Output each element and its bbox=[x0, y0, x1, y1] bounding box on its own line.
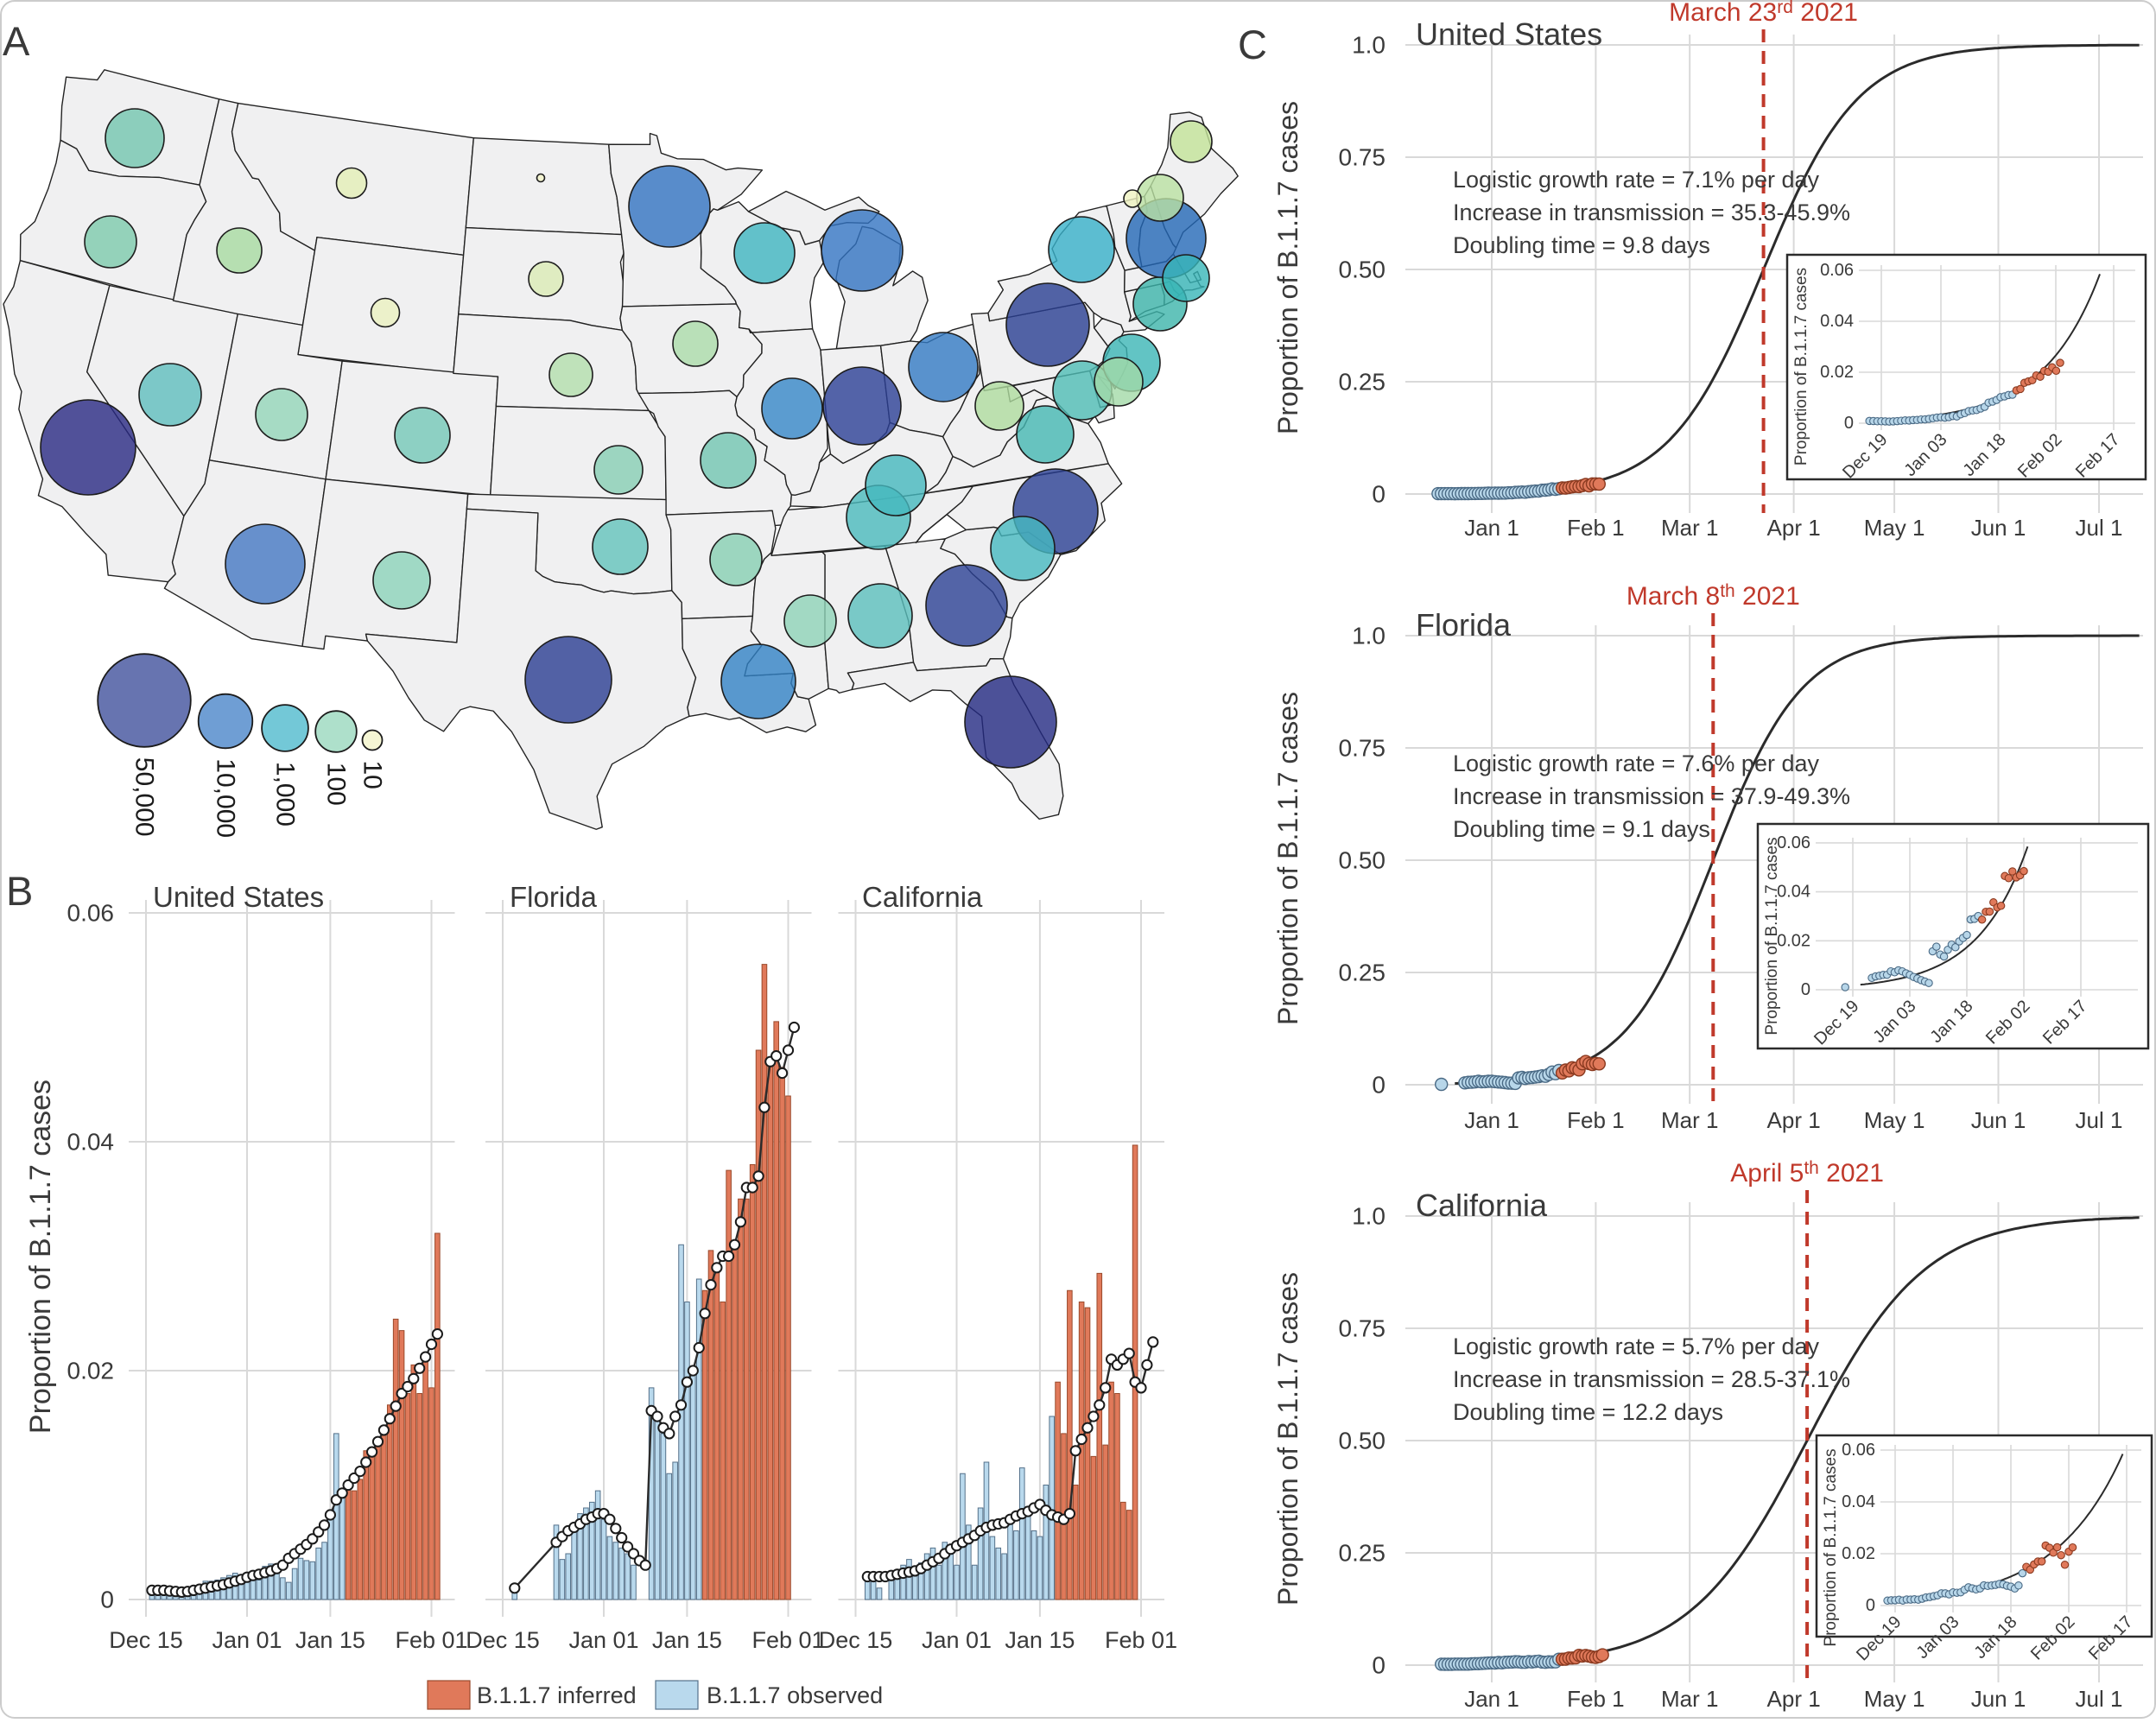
svg-text:Mar 1: Mar 1 bbox=[1661, 1686, 1718, 1712]
svg-text:1.0: 1.0 bbox=[1352, 32, 1386, 59]
svg-text:Jan 15: Jan 15 bbox=[1005, 1627, 1075, 1653]
svg-text:Proportion of B.1.1.7 cases: Proportion of B.1.1.7 cases bbox=[1792, 268, 1810, 466]
svg-text:0.02: 0.02 bbox=[1842, 1544, 1875, 1563]
svg-text:Mar 1: Mar 1 bbox=[1661, 515, 1718, 541]
svg-text:0.06: 0.06 bbox=[1842, 1441, 1875, 1460]
svg-text:Increase in transmission = 35.: Increase in transmission = 35.3-45.9% bbox=[1453, 200, 1850, 225]
svg-text:0.25: 0.25 bbox=[1339, 1540, 1386, 1567]
svg-text:0.75: 0.75 bbox=[1339, 735, 1386, 762]
svg-text:0: 0 bbox=[1801, 980, 1810, 999]
svg-text:Jan 1: Jan 1 bbox=[1464, 1107, 1519, 1133]
svg-text:Feb 1: Feb 1 bbox=[1567, 515, 1625, 541]
svg-text:Jan 15: Jan 15 bbox=[652, 1627, 722, 1653]
svg-text:Apr 1: Apr 1 bbox=[1767, 515, 1821, 541]
svg-text:Increase in transmission = 28.: Increase in transmission = 28.5-37.1% bbox=[1453, 1366, 1850, 1392]
svg-text:Feb 1: Feb 1 bbox=[1567, 1686, 1625, 1712]
svg-text:0.04: 0.04 bbox=[1842, 1492, 1875, 1511]
svg-text:10: 10 bbox=[358, 761, 387, 789]
svg-text:Jun 1: Jun 1 bbox=[1971, 1686, 2026, 1712]
svg-text:0.50: 0.50 bbox=[1339, 1428, 1386, 1454]
svg-text:Jan 1: Jan 1 bbox=[1464, 1686, 1519, 1712]
svg-text:California: California bbox=[1416, 1188, 1548, 1223]
svg-text:0.50: 0.50 bbox=[1339, 847, 1386, 874]
svg-text:0.25: 0.25 bbox=[1339, 960, 1386, 986]
svg-text:0: 0 bbox=[1844, 414, 1854, 433]
svg-text:Jan 01: Jan 01 bbox=[568, 1627, 638, 1653]
svg-text:Jul 1: Jul 1 bbox=[2076, 1107, 2123, 1133]
svg-text:Proportion of B.1.1.7 cases: Proportion of B.1.1.7 cases bbox=[1822, 1448, 1840, 1646]
svg-text:Logistic growth rate = 7.6% pe: Logistic growth rate = 7.6% per day bbox=[1453, 751, 1819, 776]
svg-text:Apr 1: Apr 1 bbox=[1767, 1107, 1821, 1133]
svg-text:Jul 1: Jul 1 bbox=[2076, 1686, 2123, 1712]
svg-text:0.06: 0.06 bbox=[1777, 833, 1810, 852]
svg-text:A: A bbox=[3, 18, 30, 64]
svg-text:0.75: 0.75 bbox=[1339, 144, 1386, 171]
svg-text:Jun 1: Jun 1 bbox=[1971, 515, 2026, 541]
svg-text:Feb 01: Feb 01 bbox=[1105, 1627, 1177, 1653]
svg-text:0.02: 0.02 bbox=[1777, 931, 1810, 950]
svg-text:0: 0 bbox=[100, 1587, 114, 1613]
svg-text:Dec 15: Dec 15 bbox=[819, 1627, 893, 1653]
svg-text:Apr 1: Apr 1 bbox=[1767, 1686, 1821, 1712]
svg-text:100: 100 bbox=[322, 763, 351, 806]
svg-text:0.02: 0.02 bbox=[1820, 363, 1854, 382]
svg-text:1,000: 1,000 bbox=[271, 762, 300, 827]
svg-text:C: C bbox=[1238, 22, 1267, 67]
svg-text:Jul 1: Jul 1 bbox=[2076, 515, 2123, 541]
svg-text:March 8th 2021: March 8th 2021 bbox=[1627, 581, 1800, 611]
svg-text:10,000: 10,000 bbox=[212, 758, 240, 838]
svg-text:Increase in transmission = 37.: Increase in transmission = 37.9-49.3% bbox=[1453, 783, 1850, 809]
svg-text:April 5th 2021: April 5th 2021 bbox=[1730, 1158, 1884, 1188]
svg-text:0.04: 0.04 bbox=[67, 1129, 115, 1156]
svg-text:Dec 15: Dec 15 bbox=[109, 1627, 183, 1653]
svg-text:0.75: 0.75 bbox=[1339, 1315, 1386, 1342]
svg-text:B.1.1.7 observed: B.1.1.7 observed bbox=[707, 1682, 883, 1708]
svg-text:Doubling time = 9.8 days: Doubling time = 9.8 days bbox=[1453, 232, 1710, 258]
svg-text:May 1: May 1 bbox=[1864, 1686, 1925, 1712]
svg-text:Logistic growth rate = 5.7% pe: Logistic growth rate = 5.7% per day bbox=[1453, 1333, 1819, 1359]
svg-text:50,000: 50,000 bbox=[130, 757, 159, 837]
svg-text:May 1: May 1 bbox=[1864, 515, 1925, 541]
svg-text:Proportion of B.1.1.7 cases: Proportion of B.1.1.7 cases bbox=[1763, 837, 1781, 1035]
svg-text:May 1: May 1 bbox=[1864, 1107, 1925, 1133]
svg-text:Jan 01: Jan 01 bbox=[212, 1627, 282, 1653]
svg-text:Proportion of B.1.1.7 cases: Proportion of B.1.1.7 cases bbox=[1272, 1272, 1303, 1606]
svg-text:0.04: 0.04 bbox=[1820, 312, 1854, 331]
svg-text:0: 0 bbox=[1372, 1072, 1386, 1099]
svg-text:Doubling time = 9.1 days: Doubling time = 9.1 days bbox=[1453, 816, 1710, 842]
svg-text:1.0: 1.0 bbox=[1352, 1203, 1386, 1230]
svg-text:Jan 15: Jan 15 bbox=[295, 1627, 365, 1653]
svg-text:Feb 01: Feb 01 bbox=[395, 1627, 467, 1653]
svg-text:0.06: 0.06 bbox=[67, 900, 115, 927]
svg-text:Florida: Florida bbox=[1416, 607, 1512, 643]
svg-text:0.25: 0.25 bbox=[1339, 369, 1386, 396]
svg-text:B.1.1.7 inferred: B.1.1.7 inferred bbox=[477, 1682, 637, 1708]
svg-text:Feb 01: Feb 01 bbox=[751, 1627, 824, 1653]
svg-text:0.04: 0.04 bbox=[1777, 883, 1810, 902]
svg-text:1.0: 1.0 bbox=[1352, 623, 1386, 649]
svg-text:Jan 1: Jan 1 bbox=[1464, 515, 1519, 541]
svg-text:0.50: 0.50 bbox=[1339, 257, 1386, 283]
svg-text:0: 0 bbox=[1866, 1596, 1875, 1615]
svg-text:Feb 1: Feb 1 bbox=[1567, 1107, 1625, 1133]
svg-text:Mar 1: Mar 1 bbox=[1661, 1107, 1718, 1133]
svg-text:Florida: Florida bbox=[510, 881, 598, 913]
svg-text:California: California bbox=[862, 881, 983, 913]
svg-text:Jun 1: Jun 1 bbox=[1971, 1107, 2026, 1133]
svg-text:0: 0 bbox=[1372, 1652, 1386, 1679]
svg-text:B: B bbox=[6, 868, 33, 914]
svg-text:March 23rd 2021: March 23rd 2021 bbox=[1669, 0, 1858, 27]
svg-text:Proportion of B.1.1.7 cases: Proportion of B.1.1.7 cases bbox=[1272, 101, 1303, 434]
svg-text:0: 0 bbox=[1372, 481, 1386, 508]
svg-text:Dec 15: Dec 15 bbox=[466, 1627, 540, 1653]
svg-text:Logistic growth rate = 7.1% pe: Logistic growth rate = 7.1% per day bbox=[1453, 167, 1819, 193]
svg-text:Doubling time = 12.2 days: Doubling time = 12.2 days bbox=[1453, 1399, 1723, 1425]
svg-text:United States: United States bbox=[153, 881, 324, 913]
svg-text:0.02: 0.02 bbox=[67, 1358, 115, 1384]
svg-text:Proportion of B.1.1.7 cases: Proportion of B.1.1.7 cases bbox=[1272, 692, 1303, 1025]
svg-text:0.06: 0.06 bbox=[1820, 261, 1854, 280]
svg-text:Jan 01: Jan 01 bbox=[922, 1627, 992, 1653]
svg-text:United States: United States bbox=[1416, 16, 1602, 52]
svg-text:Proportion of B.1.1.7 cases: Proportion of B.1.1.7 cases bbox=[24, 1080, 57, 1434]
